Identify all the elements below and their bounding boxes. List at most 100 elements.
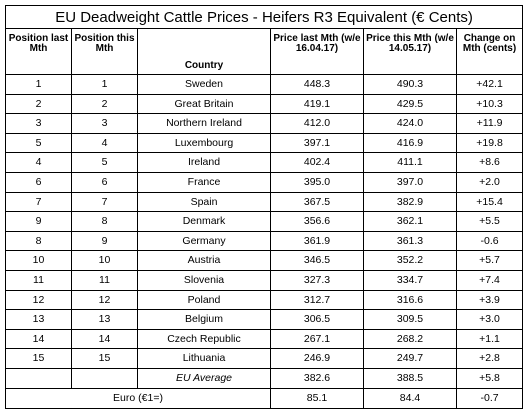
change-on-month-cell: +7.4	[455, 269, 524, 291]
position-last-month-cell: 5	[5, 132, 72, 154]
table-row: 7 7 Spain 367.5 382.9 +15.4	[5, 191, 524, 213]
country-cell: Lithuania	[137, 348, 271, 369]
eu-average-row: EU Average 382.6 388.5 +5.8	[5, 367, 524, 389]
change-on-month-cell: +3.0	[455, 309, 524, 330]
price-this-month-cell: 424.0	[363, 113, 457, 134]
header-change-on-month: Change on Mth (cents)	[455, 28, 524, 75]
table-body: 1 1 Sweden 448.3 490.3 +42.1 2 2 Great Britain 41…	[5, 74, 524, 369]
position-this-month-cell: 9	[71, 230, 138, 252]
position-this-month-cell: 13	[71, 309, 138, 330]
position-last-month-cell: 7	[5, 191, 72, 213]
eu-average-change: +5.8	[455, 367, 524, 389]
change-on-month-cell: +1.1	[455, 328, 524, 350]
price-last-month-cell: 356.6	[270, 211, 364, 232]
table-row: 14 14 Czech Republic 267.1 268.2 +1.1	[5, 328, 524, 350]
price-table-container: EU Deadweight Cattle Prices - Heifers R3…	[4, 5, 524, 409]
price-last-month-cell: 397.1	[270, 132, 364, 154]
price-this-month-cell: 416.9	[363, 132, 457, 154]
position-this-month-cell: 11	[71, 269, 138, 291]
position-this-month-cell: 1	[71, 74, 138, 95]
table-row: 5 4 Luxembourg 397.1 416.9 +19.8	[5, 132, 524, 154]
country-cell: Spain	[137, 191, 271, 213]
position-this-month-cell: 15	[71, 348, 138, 369]
country-cell: Slovenia	[137, 269, 271, 291]
change-on-month-cell: +11.9	[455, 113, 524, 134]
position-last-month-cell: 4	[5, 152, 72, 173]
position-last-month-cell: 6	[5, 171, 72, 193]
table-row: 1 1 Sweden 448.3 490.3 +42.1	[5, 74, 524, 95]
country-cell: Czech Republic	[137, 328, 271, 350]
position-this-month-cell: 3	[71, 113, 138, 134]
eu-average-price-this: 388.5	[363, 367, 457, 389]
position-this-month-cell: 2	[71, 93, 138, 115]
price-this-month-cell: 309.5	[363, 309, 457, 330]
price-last-month-cell: 346.5	[270, 250, 364, 271]
table-row: 12 12 Poland 312.7 316.6 +3.9	[5, 289, 524, 311]
change-on-month-cell: +5.7	[455, 250, 524, 271]
country-cell: Denmark	[137, 211, 271, 232]
change-on-month-cell: +19.8	[455, 132, 524, 154]
price-this-month-cell: 268.2	[363, 328, 457, 350]
change-on-month-cell: +8.6	[455, 152, 524, 173]
position-this-month-cell: 4	[71, 132, 138, 154]
price-last-month-cell: 312.7	[270, 289, 364, 311]
price-last-month-cell: 402.4	[270, 152, 364, 173]
price-this-month-cell: 397.0	[363, 171, 457, 193]
price-this-month-cell: 334.7	[363, 269, 457, 291]
position-last-month-cell: 13	[5, 309, 72, 330]
price-last-month-cell: 395.0	[270, 171, 364, 193]
position-this-month-cell: 7	[71, 191, 138, 213]
price-last-month-cell: 306.5	[270, 309, 364, 330]
eu-average-price-last: 382.6	[270, 367, 364, 389]
country-cell: Sweden	[137, 74, 271, 95]
position-this-month-cell: 6	[71, 171, 138, 193]
table-row: 9 8 Denmark 356.6 362.1 +5.5	[5, 211, 524, 232]
table-row: 2 2 Great Britain 419.1 429.5 +10.3	[5, 93, 524, 115]
euro-rate-last: 85.1	[270, 387, 364, 409]
country-cell: Germany	[137, 230, 271, 252]
country-cell: Ireland	[137, 152, 271, 173]
position-last-month-cell: 3	[5, 113, 72, 134]
price-this-month-cell: 490.3	[363, 74, 457, 95]
price-last-month-cell: 367.5	[270, 191, 364, 213]
euro-rate-this: 84.4	[363, 387, 457, 409]
table-row: 6 6 France 395.0 397.0 +2.0	[5, 171, 524, 193]
change-on-month-cell: +5.5	[455, 211, 524, 232]
header-price-this-month: Price this Mth (w/e 14.05.17)	[363, 28, 457, 75]
change-on-month-cell: +2.8	[455, 348, 524, 369]
euro-rate-label: Euro (€1=)	[5, 387, 271, 409]
change-on-month-cell: +15.4	[455, 191, 524, 213]
price-this-month-cell: 362.1	[363, 211, 457, 232]
price-this-month-cell: 411.1	[363, 152, 457, 173]
price-last-month-cell: 412.0	[270, 113, 364, 134]
euro-rate-change: -0.7	[455, 387, 524, 409]
average-spacer-1	[5, 367, 72, 389]
change-on-month-cell: +2.0	[455, 171, 524, 193]
position-this-month-cell: 14	[71, 328, 138, 350]
position-this-month-cell: 5	[71, 152, 138, 173]
table-row: 3 3 Northern Ireland 412.0 424.0 +11.9	[5, 113, 524, 134]
price-this-month-cell: 249.7	[363, 348, 457, 369]
table-row: 8 9 Germany 361.9 361.3 -0.6	[5, 230, 524, 252]
position-last-month-cell: 11	[5, 269, 72, 291]
position-last-month-cell: 2	[5, 93, 72, 115]
position-last-month-cell: 14	[5, 328, 72, 350]
country-cell: Great Britain	[137, 93, 271, 115]
country-cell: Austria	[137, 250, 271, 271]
table-row: 15 15 Lithuania 246.9 249.7 +2.8	[5, 348, 524, 369]
position-this-month-cell: 8	[71, 211, 138, 232]
position-last-month-cell: 9	[5, 211, 72, 232]
price-last-month-cell: 361.9	[270, 230, 364, 252]
position-last-month-cell: 15	[5, 348, 72, 369]
change-on-month-cell: +10.3	[455, 93, 524, 115]
change-on-month-cell: +42.1	[455, 74, 524, 95]
price-last-month-cell: 267.1	[270, 328, 364, 350]
eu-average-label: EU Average	[137, 367, 271, 389]
header-price-last-month: Price last Mth (w/e 16.04.17)	[270, 28, 364, 75]
price-last-month-cell: 327.3	[270, 269, 364, 291]
price-last-month-cell: 419.1	[270, 93, 364, 115]
position-last-month-cell: 12	[5, 289, 72, 311]
price-this-month-cell: 316.6	[363, 289, 457, 311]
table-row: 13 13 Belgium 306.5 309.5 +3.0	[5, 309, 524, 330]
average-spacer-2	[71, 367, 138, 389]
